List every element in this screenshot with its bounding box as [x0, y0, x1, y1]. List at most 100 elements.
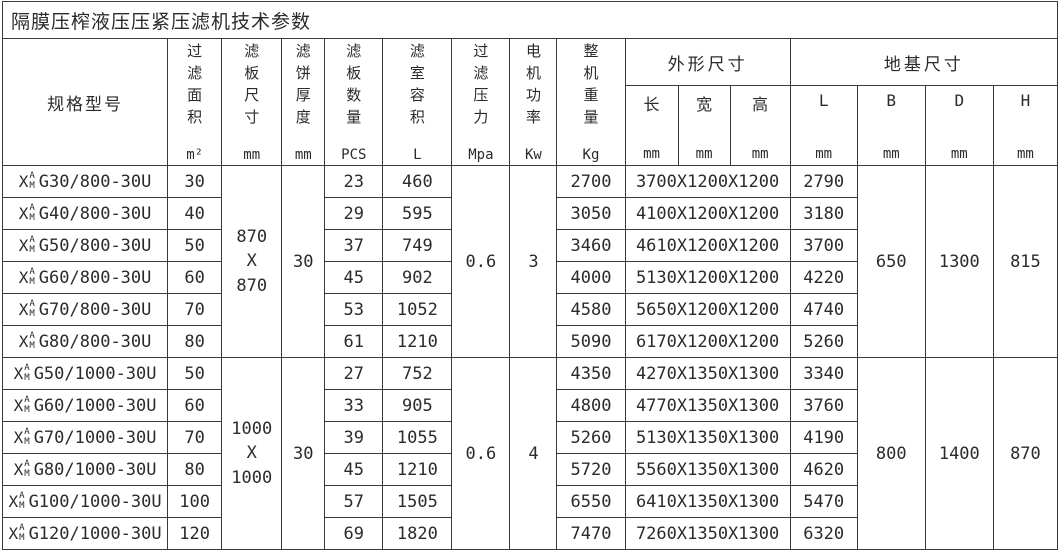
column-header-motor-power: 电机功率 Kw — [509, 38, 558, 166]
cake-thickness-cell: 30 — [281, 165, 326, 358]
foundation-l-cell: 3700 — [789, 229, 858, 262]
plate-count-cell: 69 — [324, 517, 384, 550]
chamber-volume-cell: 1055 — [382, 421, 453, 454]
area-cell: 70 — [167, 421, 223, 454]
plate-count-cell: 45 — [324, 261, 384, 294]
model-cell: X A M G80/1000-30U — [1, 453, 169, 486]
column-label: 滤室容积 — [407, 43, 426, 131]
model-cell: X A M G40/800-30U — [1, 197, 169, 230]
chamber-volume-cell: 1210 — [382, 453, 453, 486]
outline-dims-cell: 6170X1200X1200 — [624, 325, 791, 358]
cake-thickness-cell: 30 — [281, 357, 326, 550]
model-prefix-sub: M — [19, 532, 25, 543]
model-prefix-base: X — [8, 492, 19, 511]
model-name: G50/1000-30U — [33, 363, 157, 384]
machine-weight-cell: 4580 — [556, 293, 626, 326]
model-prefix-sup: A — [24, 362, 30, 373]
column-header-outline-width: 宽 mm — [677, 85, 731, 166]
model-prefix-sub: M — [24, 468, 30, 479]
filter-pressure-cell: 0.6 — [451, 165, 511, 358]
page-title: 隔膜压榨液压压紧压滤机技术参数 — [2, 1, 1058, 39]
model-prefix-sup: A — [29, 266, 35, 277]
model-prefix-sup: A — [19, 522, 25, 533]
outline-dims-cell: 3700X1200X1200 — [624, 165, 791, 198]
machine-weight-cell: 4350 — [556, 357, 626, 390]
column-header-plate-count: 滤板数量 PCS — [324, 38, 384, 166]
table-row: X A M G50/1000-30U 50 1000 X 1000 30 27 752… — [1, 357, 1059, 550]
outline-dims-cell: 5560X1350X1300 — [624, 453, 791, 486]
machine-weight-cell: 6550 — [556, 485, 626, 518]
column-header-foundation-d: D mm — [924, 85, 994, 166]
area-cell: 60 — [167, 389, 223, 422]
column-label: 滤板数量 — [344, 43, 363, 131]
column-label: 高 — [752, 95, 769, 114]
model-prefix-sup: A — [29, 330, 35, 341]
model-prefix-sup: A — [24, 394, 30, 405]
model-name: G60/1000-30U — [33, 395, 157, 416]
column-label: 长 — [643, 95, 660, 114]
outline-dims-cell: 4100X1200X1200 — [624, 197, 791, 230]
chamber-volume-cell: 1052 — [382, 293, 453, 326]
machine-weight-cell: 5720 — [556, 453, 626, 486]
machine-weight-cell: 7470 — [556, 517, 626, 550]
area-cell: 80 — [167, 325, 223, 358]
foundation-h-cell: 815 — [992, 165, 1059, 358]
column-label: L — [818, 91, 829, 110]
machine-weight-cell: 4800 — [556, 389, 626, 422]
model-name: G50/800-30U — [38, 235, 152, 256]
plate-count-cell: 45 — [324, 453, 384, 486]
column-label: H — [1020, 91, 1031, 110]
model-name: G120/1000-30U — [28, 523, 162, 544]
model-cell: X A M G80/800-30U — [1, 325, 169, 358]
model-prefix-base: X — [13, 428, 24, 447]
outline-dims-cell: 6410X1350X1300 — [624, 485, 791, 518]
model-cell: X A M G30/800-30U — [1, 165, 169, 198]
column-label: 过滤面积 — [185, 43, 204, 131]
model-cell: X A M G50/800-30U — [1, 229, 169, 262]
model-prefix-sup: A — [19, 490, 25, 501]
foundation-h-cell: 870 — [992, 357, 1059, 550]
foundation-b-cell: 650 — [856, 165, 926, 358]
column-unit: mm — [751, 146, 769, 162]
foundation-l-cell: 3340 — [789, 357, 858, 390]
chamber-volume-cell: 595 — [382, 197, 453, 230]
column-label: 电机功率 — [523, 43, 542, 131]
model-cell: X A M G60/800-30U — [1, 261, 169, 294]
foundation-l-cell: 4220 — [789, 261, 858, 294]
model-prefix-base: X — [18, 268, 29, 287]
table-row: X A M G80/800-30U 80 61 1210 5090 6170X1200… — [1, 325, 1058, 358]
model-prefix-base: X — [13, 396, 24, 415]
column-label: 宽 — [696, 95, 713, 114]
model-name: G70/1000-30U — [33, 427, 157, 448]
model-prefix-sup: A — [29, 202, 35, 213]
machine-weight-cell: 3050 — [556, 197, 626, 230]
column-unit: mm — [882, 146, 900, 162]
area-cell: 80 — [167, 453, 223, 486]
model-prefix-base: X — [18, 172, 29, 191]
column-unit: mm — [950, 146, 968, 162]
column-label: D — [954, 91, 965, 110]
column-header-filter-pressure: 过滤压力 Mpa — [451, 38, 511, 166]
column-header-outline-length: 长 mm — [624, 85, 679, 166]
model-prefix-sup: A — [24, 426, 30, 437]
foundation-l-cell: 5260 — [789, 325, 858, 358]
column-unit: PCS — [341, 147, 367, 163]
model-name: G70/800-30U — [38, 299, 152, 320]
outline-dims-cell: 5650X1200X1200 — [624, 293, 791, 326]
area-cell: 50 — [167, 229, 223, 262]
plate-count-cell: 39 — [324, 421, 384, 454]
model-prefix-base: X — [18, 332, 29, 351]
model-cell: X A M G100/1000-30U — [1, 485, 169, 518]
model-prefix-base: X — [18, 236, 29, 255]
model-prefix-base: X — [18, 204, 29, 223]
model-prefix-base: X — [13, 364, 24, 383]
column-label: 过滤压力 — [471, 43, 490, 131]
chamber-volume-cell: 752 — [382, 357, 453, 390]
chamber-volume-cell: 1820 — [382, 517, 453, 550]
